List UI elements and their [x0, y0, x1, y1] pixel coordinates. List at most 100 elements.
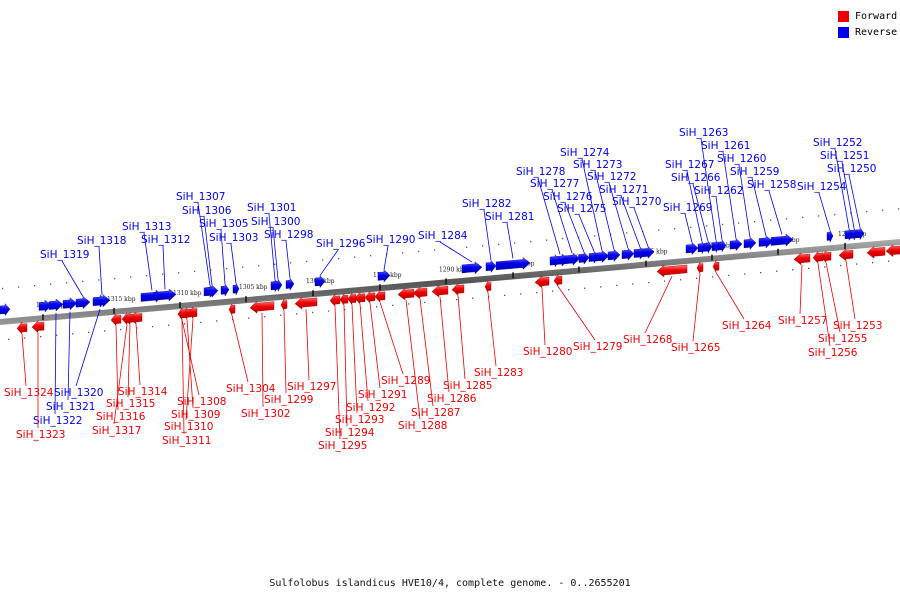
- forward-swatch: [838, 10, 849, 22]
- reverse-gene-arrow: [205, 284, 219, 298]
- forward-gene-arrow: [553, 273, 563, 288]
- reverse-leader-line: [319, 249, 339, 276]
- upper-guide-dot: [738, 222, 740, 224]
- scale-tick-label: 1290 kbp: [439, 266, 468, 273]
- lower-guide-dot: [680, 279, 682, 281]
- forward-gene-label: SiH_1255: [818, 333, 867, 345]
- forward-gene-arrow: [712, 260, 720, 273]
- upper-guide-dot: [50, 283, 52, 285]
- reverse-gene-label: SiH_1301: [247, 202, 296, 214]
- lower-guide-dot: [104, 330, 106, 332]
- upper-guide-dot: [866, 211, 868, 213]
- reverse-gene-label: SiH_1313: [122, 221, 171, 233]
- lower-guide-dot: [616, 284, 618, 287]
- reverse-leader-line: [285, 240, 291, 279]
- upper-guide-dot: [546, 239, 548, 241]
- forward-gene-arrow: [16, 321, 28, 335]
- reverse-gene-arrow: [62, 297, 78, 311]
- lower-guide-dot: [24, 337, 26, 339]
- lower-guide-dot: [776, 270, 778, 272]
- upper-guide-dot: [658, 229, 660, 231]
- upper-guide-dot: [530, 240, 532, 243]
- reverse-leader-line: [738, 164, 751, 238]
- reverse-gene-arrow: [717, 239, 727, 253]
- lower-guide-dot: [520, 293, 522, 295]
- reverse-gene-label: SiH_1260: [717, 153, 766, 165]
- reverse-gene-label: SiH_1303: [209, 232, 258, 244]
- upper-guide-dot: [242, 266, 244, 268]
- reverse-gene-label: SiH_1298: [264, 229, 313, 241]
- forward-gene-arrow: [280, 298, 288, 311]
- reverse-leader-line: [633, 207, 649, 247]
- upper-guide-dot: [850, 212, 852, 214]
- forward-gene-arrow: [110, 313, 122, 327]
- reverse-gene-arrow: [495, 257, 531, 271]
- forward-gene-arrow: [838, 248, 854, 262]
- reverse-leader-line: [692, 183, 709, 242]
- upper-guide-dot: [498, 243, 500, 245]
- reverse-gene-label: SiH_1282: [462, 198, 511, 210]
- reverse-gene-label: SiH_1263: [679, 127, 728, 139]
- lower-guide-dot: [408, 303, 410, 305]
- forward-gene-label: SiH_1253: [833, 320, 882, 332]
- lower-guide-dot: [552, 290, 554, 292]
- reverse-leader-line: [537, 177, 561, 255]
- lower-guide-dot: [88, 331, 90, 333]
- forward-gene-arrow: [656, 264, 688, 278]
- reverse-gene-label: SiH_1262: [694, 185, 743, 197]
- forward-gene-label: SiH_1297: [287, 381, 336, 393]
- lower-guide-dot: [536, 291, 538, 294]
- reverse-gene-label: SiH_1252: [813, 137, 862, 149]
- forward-gene-arrow: [812, 250, 824, 264]
- lower-guide-dot: [280, 314, 282, 316]
- forward-gene-label: SiH_1299: [264, 394, 313, 406]
- forward-gene-label: SiH_1291: [358, 389, 407, 401]
- reverse-leader-line: [751, 177, 767, 237]
- reverse-gene-label: SiH_1284: [418, 230, 468, 242]
- upper-guide-dot: [370, 255, 372, 257]
- upper-guide-dot: [18, 286, 20, 288]
- reverse-gene-label: SiH_1275: [557, 203, 606, 215]
- reverse-leader-line: [686, 170, 703, 242]
- lower-guide-dot: [456, 299, 458, 301]
- reverse-leader-line: [143, 232, 153, 291]
- forward-gene-label: SiH_1316: [96, 411, 146, 423]
- reverse-gene-arrow: [770, 233, 794, 247]
- reverse-leader-line: [834, 148, 850, 229]
- forward-gene-label: SiH_1286: [427, 393, 477, 405]
- scale-tick-label: 1315 kbp: [107, 296, 136, 303]
- upper-guide-dot: [130, 276, 132, 278]
- upper-guide-dot: [34, 285, 36, 287]
- reverse-swatch: [838, 26, 849, 38]
- forward-gene-arrow: [347, 292, 357, 306]
- lower-guide-dot: [152, 326, 154, 328]
- forward-gene-label: SiH_1317: [92, 425, 141, 437]
- upper-guide-dot: [66, 282, 68, 284]
- forward-gene-arrow: [188, 306, 198, 320]
- lower-guide-dot: [200, 321, 202, 324]
- lower-guide-dot: [392, 304, 394, 306]
- lower-guide-dot: [664, 280, 666, 282]
- reverse-leader-line: [768, 190, 783, 235]
- forward-gene-arrow: [696, 261, 704, 274]
- forward-gene-label: SiH_1265: [671, 342, 720, 354]
- upper-guide-dot: [114, 277, 116, 280]
- forward-gene-label: SiH_1289: [381, 375, 430, 387]
- reverse-gene-label: SiH_1300: [251, 216, 300, 228]
- reverse-gene-label: SiH_1261: [701, 140, 750, 152]
- reverse-gene-label: SiH_1296: [316, 238, 366, 250]
- upper-guide-dot: [98, 279, 100, 281]
- lower-guide-dot: [296, 313, 298, 315]
- reverse-gene-label: SiH_1307: [176, 191, 225, 203]
- reverse-gene-label: SiH_1276: [543, 191, 593, 203]
- forward-gene-arrow: [228, 303, 236, 316]
- legend-reverse-label: Reverse: [855, 26, 898, 38]
- genome-backbone: [0, 239, 900, 325]
- reverse-gene-arrow: [377, 269, 391, 283]
- upper-guide-dot: [770, 219, 772, 221]
- lower-guide-dot: [840, 264, 842, 267]
- forward-leader-line: [113, 324, 128, 425]
- forward-gene-arrow: [397, 287, 415, 301]
- reverse-leader-line: [684, 213, 693, 243]
